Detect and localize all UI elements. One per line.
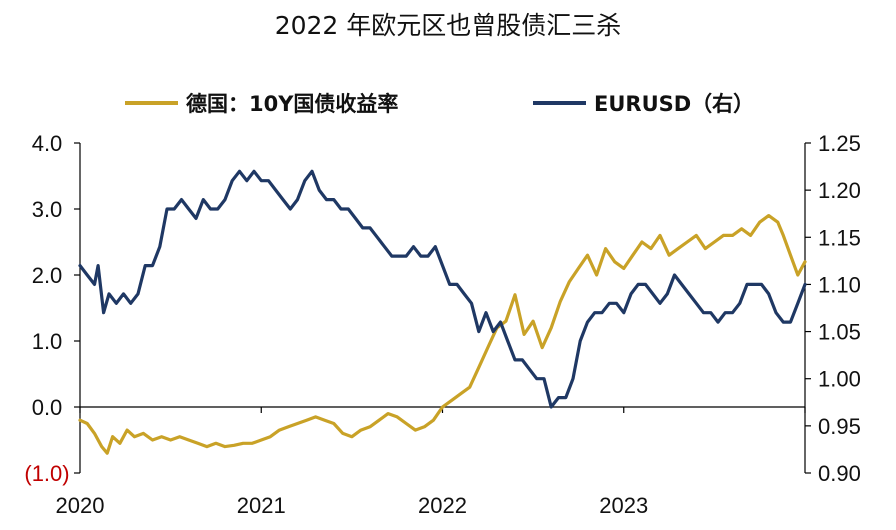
legend-label-bund-yield: 德国：10Y国债收益率 <box>186 92 398 116</box>
series-line-bund-yield <box>78 214 807 455</box>
right-tick-label: 1.00 <box>818 367 861 392</box>
x-tick-label: 2021 <box>237 493 286 518</box>
left-tick-label: 1.0 <box>32 329 63 354</box>
right-tick-label: 1.05 <box>818 320 861 345</box>
legend-label-eurusd: EURUSD（右） <box>594 92 754 116</box>
series-layer <box>78 169 807 455</box>
series-line-eurusd <box>78 169 807 409</box>
left-tick-label: 0.0 <box>32 395 63 420</box>
right-tick-label: 1.20 <box>818 178 861 203</box>
x-tick-label: 2023 <box>599 493 648 518</box>
chart-title: 2022 年欧元区也曾股债汇三杀 <box>275 11 622 40</box>
left-tick-label: 2.0 <box>32 263 63 288</box>
right-tick-label: 0.95 <box>818 414 861 439</box>
plot-area <box>79 143 806 473</box>
x-axis-ticks: 2020 2021 2022 2023 <box>56 407 806 518</box>
x-tick-label: 2022 <box>418 493 467 518</box>
left-tick-label: 3.0 <box>32 197 63 222</box>
right-tick-label: 1.25 <box>818 131 861 156</box>
right-tick-label: 1.15 <box>818 225 861 250</box>
legend: 德国：10Y国债收益率 EURUSD（右） <box>125 92 754 116</box>
right-tick-label: 0.90 <box>818 461 861 486</box>
left-axis-ticks: 4.0 3.0 2.0 1.0 0.0 (1.0) <box>24 131 80 486</box>
left-tick-label: (1.0) <box>24 461 69 486</box>
left-tick-label: 4.0 <box>32 131 63 156</box>
right-axis-ticks: 1.25 1.20 1.15 1.10 1.05 1.00 0.95 0.90 <box>805 131 861 486</box>
x-tick-label: 2020 <box>56 493 105 518</box>
right-tick-label: 1.10 <box>818 272 861 297</box>
